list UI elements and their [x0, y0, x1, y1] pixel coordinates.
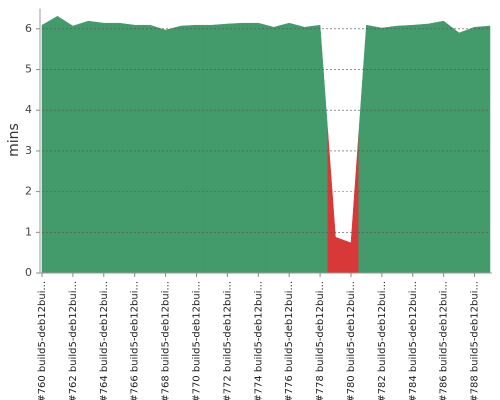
area-segment	[389, 25, 406, 274]
area-segment	[342, 134, 359, 274]
area-segment	[142, 24, 159, 274]
y-tick-label: 3	[25, 144, 32, 157]
x-tick-label: #784 build5-deb12bui...	[408, 281, 419, 400]
y-tick-label: 6	[25, 22, 32, 35]
y-axis-label: mins	[6, 123, 22, 157]
area-segment	[41, 20, 50, 274]
area-segment	[234, 22, 251, 274]
area-segment	[157, 27, 174, 274]
area-segment	[420, 22, 437, 274]
area-segment	[466, 26, 483, 274]
x-tick-label: #772 build5-deb12bui...	[222, 281, 233, 400]
area-segment	[80, 20, 97, 274]
y-tick-label: 4	[25, 103, 32, 116]
area-segment	[482, 25, 491, 274]
x-tick-label: #788 build5-deb12bui...	[470, 281, 481, 400]
x-tick-label: #776 build5-deb12bui...	[284, 281, 295, 400]
area-segment	[312, 24, 329, 274]
area-segment	[95, 21, 112, 274]
area-segment	[404, 24, 421, 274]
area-segment	[281, 22, 298, 274]
area-segment	[327, 131, 344, 274]
x-tick-label: #764 build5-deb12bui...	[99, 281, 110, 400]
area-segment	[296, 24, 313, 274]
x-tick-label: #770 build5-deb12bui...	[191, 281, 202, 400]
area-segment	[64, 20, 81, 274]
area-segment	[358, 24, 375, 274]
x-tick-label: #766 build5-deb12bui...	[130, 281, 141, 400]
x-tick-label: #778 build5-deb12bui...	[315, 281, 326, 400]
area-segment	[203, 24, 220, 274]
x-tick-label: #768 build5-deb12bui...	[161, 281, 172, 400]
area-segment	[265, 24, 282, 274]
x-tick-label: #786 build5-deb12bui...	[439, 281, 450, 400]
y-tick-label: 1	[25, 225, 32, 238]
y-tick-label: 5	[25, 63, 32, 76]
area-segment	[250, 22, 267, 274]
x-tick-label: #760 build5-deb12bui...	[37, 281, 48, 400]
area-segment	[49, 15, 66, 274]
area-segment	[373, 26, 390, 274]
area-segment	[435, 20, 452, 274]
area-segment	[188, 24, 205, 274]
x-tick-label: #762 build5-deb12bui...	[68, 281, 79, 400]
area-segment	[173, 25, 190, 274]
area-segment	[126, 23, 143, 274]
area-segment	[451, 26, 468, 274]
x-tick-label: #774 build5-deb12bui...	[253, 281, 264, 400]
x-tick-label: #782 build5-deb12bui...	[377, 281, 388, 400]
y-tick-label: 2	[25, 185, 32, 198]
area-segment	[111, 22, 128, 274]
y-tick-label: 0	[25, 266, 32, 279]
area-segment	[219, 23, 236, 274]
x-tick-label: #780 build5-deb12bui...	[346, 281, 357, 400]
